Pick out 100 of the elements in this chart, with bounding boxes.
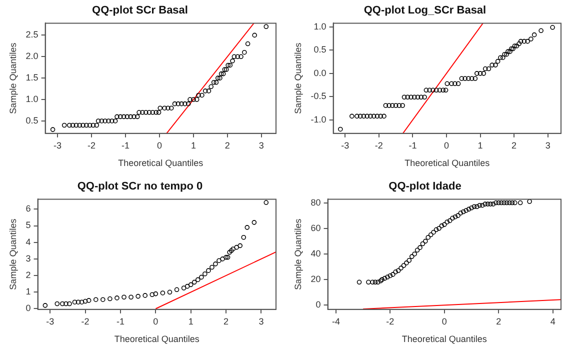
- point: [434, 227, 439, 232]
- y-tick-label: 40: [310, 248, 321, 258]
- y-tick-label: 1: [26, 286, 31, 297]
- x-tick-label: -2: [374, 140, 383, 150]
- point: [114, 296, 120, 300]
- point: [409, 254, 414, 259]
- point: [202, 271, 208, 276]
- y-axis-title: Sample Quantiles: [292, 42, 303, 114]
- chart-title: QQ-plot Idade: [388, 180, 462, 193]
- point: [447, 218, 452, 224]
- x-axis-title: Theoretical Quantiles: [118, 158, 204, 168]
- x-tick-label: 1: [190, 140, 196, 150]
- x-tick-label: -3: [54, 140, 62, 150]
- point: [502, 200, 506, 206]
- y-tick-label: 1.0: [26, 94, 38, 104]
- y-tick-label: 0: [26, 303, 31, 314]
- point: [93, 297, 98, 302]
- point: [167, 290, 172, 295]
- point: [496, 200, 502, 206]
- x-tick-label: 3: [258, 140, 264, 150]
- y-tick-label: 2.0: [26, 51, 38, 62]
- point: [72, 300, 78, 304]
- point: [184, 284, 190, 289]
- point: [466, 206, 472, 212]
- point: [206, 268, 211, 273]
- point: [444, 220, 450, 224]
- point: [498, 200, 504, 206]
- point: [210, 264, 214, 270]
- y-tick-label: 80: [310, 197, 321, 208]
- point: [406, 258, 412, 263]
- point: [136, 294, 140, 299]
- point: [436, 226, 442, 231]
- chart-title: QQ-plot SCr Basal: [92, 4, 188, 17]
- point: [356, 280, 362, 285]
- point: [385, 274, 390, 280]
- y-tick-label: 0.5: [26, 115, 38, 126]
- y-tick-label: -1.0: [310, 114, 326, 124]
- point: [482, 202, 488, 206]
- point: [79, 300, 84, 304]
- point: [108, 296, 112, 302]
- point: [244, 225, 250, 230]
- point: [42, 303, 48, 308]
- point: [230, 246, 236, 252]
- point: [510, 200, 515, 206]
- point: [150, 292, 155, 298]
- point: [458, 210, 464, 216]
- point: [507, 200, 512, 206]
- x-tick-label: 3: [258, 316, 264, 326]
- x-tick-label: -1: [408, 140, 417, 150]
- point: [480, 202, 485, 208]
- x-axis-title: Theoretical Quantiles: [114, 334, 200, 344]
- point: [234, 244, 239, 250]
- point: [439, 223, 444, 228]
- point: [401, 263, 406, 268]
- point: [174, 287, 180, 292]
- point: [442, 222, 447, 227]
- point: [494, 200, 498, 206]
- x-tick-label: -2: [81, 316, 90, 326]
- x-tick-label: 4: [550, 316, 556, 326]
- point: [188, 282, 194, 288]
- x-tick-label: 0: [153, 316, 158, 326]
- point: [76, 300, 81, 304]
- point: [469, 206, 474, 210]
- chart-title: QQ-plot SCr no tempo 0: [77, 180, 203, 193]
- point: [122, 294, 126, 300]
- y-tick-label: 1.5: [26, 72, 38, 83]
- point: [390, 272, 396, 277]
- x-tick-label: 2: [496, 316, 502, 326]
- x-tick-label: 1: [188, 316, 194, 326]
- point: [192, 280, 197, 285]
- point: [366, 280, 371, 285]
- point: [412, 252, 417, 256]
- y-axis-title: Sample Quantiles: [8, 218, 18, 290]
- point: [488, 202, 493, 206]
- point: [225, 254, 230, 260]
- point: [518, 200, 523, 206]
- point: [64, 301, 68, 306]
- y-tick-label: 20: [310, 274, 321, 284]
- y-tick-label: 5: [26, 220, 31, 230]
- x-axis-title: Theoretical Quantiles: [404, 158, 490, 168]
- y-tick-label: 1.0: [314, 21, 326, 32]
- point: [388, 273, 393, 278]
- x-tick-label: 0: [444, 140, 449, 150]
- point: [477, 202, 482, 208]
- point: [474, 204, 480, 210]
- x-tick-label: -1: [121, 140, 130, 150]
- y-tick-label: 4: [26, 236, 31, 247]
- point: [153, 291, 158, 296]
- point: [382, 276, 388, 281]
- point: [431, 230, 436, 235]
- point: [213, 262, 218, 266]
- x-tick-label: 3: [545, 140, 550, 150]
- y-tick-label: 3: [26, 253, 31, 264]
- point: [464, 208, 468, 213]
- x-tick-label: -2: [88, 140, 96, 150]
- point: [485, 202, 490, 206]
- point: [160, 290, 166, 296]
- y-tick-label: 0.5: [314, 44, 326, 55]
- y-tick-label: -0.5: [310, 91, 326, 102]
- point: [423, 238, 428, 244]
